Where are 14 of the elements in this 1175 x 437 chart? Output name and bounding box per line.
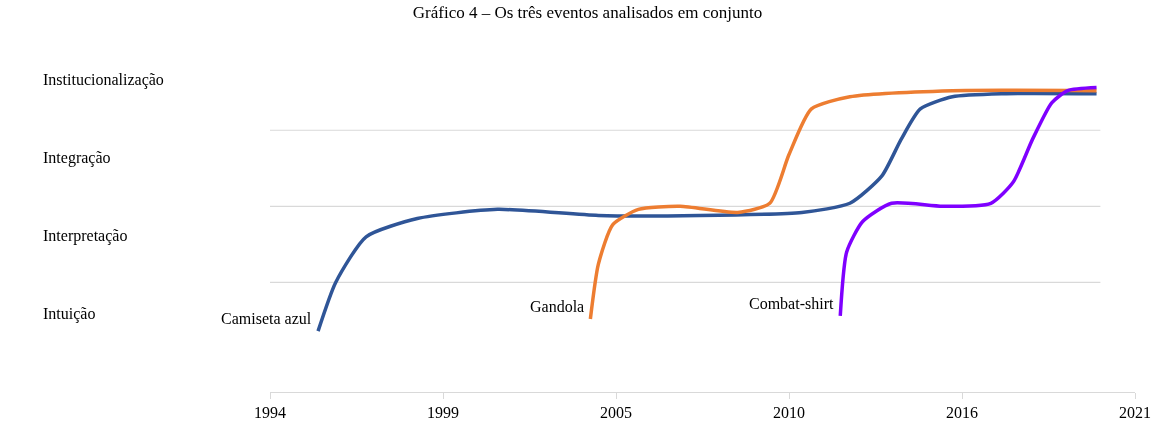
text: Integração [43, 149, 111, 167]
text: Institucionalização [43, 71, 164, 89]
x-tick-label: 2016 [946, 404, 978, 422]
x-tick-label: 1994 [254, 404, 286, 422]
series-label: Camiseta azul [221, 310, 312, 327]
text: Intuição [43, 305, 96, 323]
chart-title: Gráfico 4 – Os três eventos analisados em conjunto [412, 3, 763, 23]
x-tick-label: 2010 [773, 404, 805, 422]
series-label: Combat-shirt [749, 295, 834, 312]
x-tick-label: 2021 [1119, 404, 1151, 422]
x-tick-label: 1999 [427, 404, 459, 422]
text: Interpretação [43, 227, 128, 245]
x-tick-label: 2005 [600, 404, 632, 422]
series-label: Gandola [530, 298, 585, 315]
